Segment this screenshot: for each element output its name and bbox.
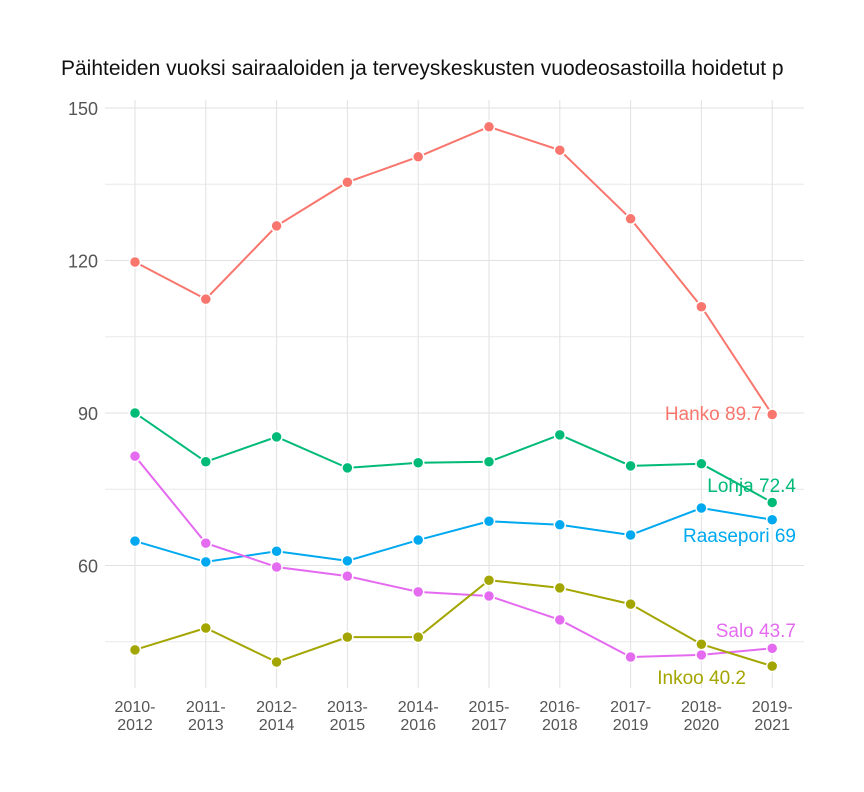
- data-point-raasepori: [270, 544, 283, 558]
- data-point-salo: [341, 569, 354, 583]
- data-point-hanko: [341, 175, 354, 189]
- data-point-salo: [411, 585, 425, 599]
- series-label-raasepori: Raasepori 69: [683, 526, 796, 547]
- y-tick-label: 150: [68, 99, 98, 119]
- data-point-lohja: [411, 456, 425, 470]
- data-point-hanko: [199, 292, 213, 306]
- series-label-salo: Salo 43.7: [716, 621, 796, 642]
- series-line-hanko: [134, 125, 774, 416]
- x-tick-label: 2015-2017: [469, 699, 510, 734]
- x-tick-label: 2011-2013: [186, 699, 226, 734]
- y-tick-label: 60: [78, 556, 98, 576]
- x-tick-label: 2016-2018: [539, 699, 580, 734]
- x-tick-label: 2019-2021: [752, 699, 793, 734]
- data-point-hanko: [695, 300, 708, 313]
- data-point-raasepori: [199, 555, 213, 569]
- data-point-inkoo: [341, 630, 354, 644]
- data-point-hanko: [482, 120, 496, 134]
- data-point-lohja: [341, 461, 354, 475]
- series-line-inkoo: [134, 579, 773, 668]
- data-point-inkoo: [482, 573, 496, 587]
- data-point-hanko: [624, 212, 637, 226]
- data-point-salo: [765, 642, 779, 655]
- data-point-raasepori: [411, 533, 425, 547]
- data-point-hanko: [128, 255, 142, 269]
- data-point-inkoo: [553, 581, 567, 595]
- data-point-inkoo: [624, 597, 637, 611]
- data-point-lohja: [128, 406, 142, 420]
- x-tick-label: 2018-2020: [681, 699, 722, 734]
- series-label-inkoo: Inkoo 40.2: [657, 668, 746, 689]
- data-point-salo: [128, 449, 142, 463]
- data-point-inkoo: [199, 621, 213, 635]
- x-tick-label: 2012-2014: [256, 699, 297, 734]
- data-point-inkoo: [270, 655, 283, 669]
- x-tick-label: 2017-2019: [610, 699, 651, 734]
- chart-title: Päihteiden vuoksi sairaaloiden ja tervey…: [61, 57, 784, 80]
- series-label-lohja: Lohja 72.4: [707, 476, 796, 497]
- data-point-hanko: [765, 408, 779, 421]
- data-point-inkoo: [695, 638, 708, 651]
- data-point-inkoo: [765, 659, 779, 673]
- x-tick-label: 2014-2016: [398, 699, 439, 734]
- series-label-hanko: Hanko 89.7: [665, 404, 762, 425]
- data-point-raasepori: [624, 528, 637, 542]
- data-point-lohja: [553, 428, 567, 442]
- data-point-lohja: [482, 455, 496, 469]
- y-tick-label: 120: [68, 251, 98, 271]
- data-point-salo: [199, 536, 213, 550]
- data-point-raasepori: [553, 518, 567, 532]
- data-point-hanko: [411, 150, 425, 164]
- data-point-hanko: [270, 219, 283, 233]
- data-point-lohja: [765, 496, 779, 509]
- data-point-lohja: [199, 455, 213, 469]
- data-point-raasepori: [128, 534, 142, 548]
- data-point-lohja: [624, 459, 637, 473]
- data-point-salo: [695, 648, 708, 662]
- data-point-salo: [553, 613, 567, 627]
- data-point-raasepori: [695, 501, 708, 515]
- series-line-raasepori: [134, 507, 773, 563]
- data-point-lohja: [695, 457, 708, 471]
- data-point-raasepori: [765, 513, 779, 526]
- series-line-lohja: [134, 412, 773, 504]
- data-point-salo: [624, 650, 637, 664]
- data-point-raasepori: [482, 514, 496, 528]
- data-point-inkoo: [128, 643, 142, 657]
- data-point-raasepori: [341, 554, 354, 568]
- y-tick-label: 90: [78, 404, 98, 424]
- data-point-lohja: [270, 430, 283, 444]
- data-point-inkoo: [411, 630, 425, 644]
- x-tick-label: 2010-2012: [115, 699, 156, 734]
- data-point-salo: [270, 560, 283, 574]
- data-point-salo: [482, 589, 496, 603]
- x-tick-label: 2013-2015: [327, 699, 368, 734]
- data-point-hanko: [553, 143, 567, 157]
- series-line-salo: [134, 455, 773, 658]
